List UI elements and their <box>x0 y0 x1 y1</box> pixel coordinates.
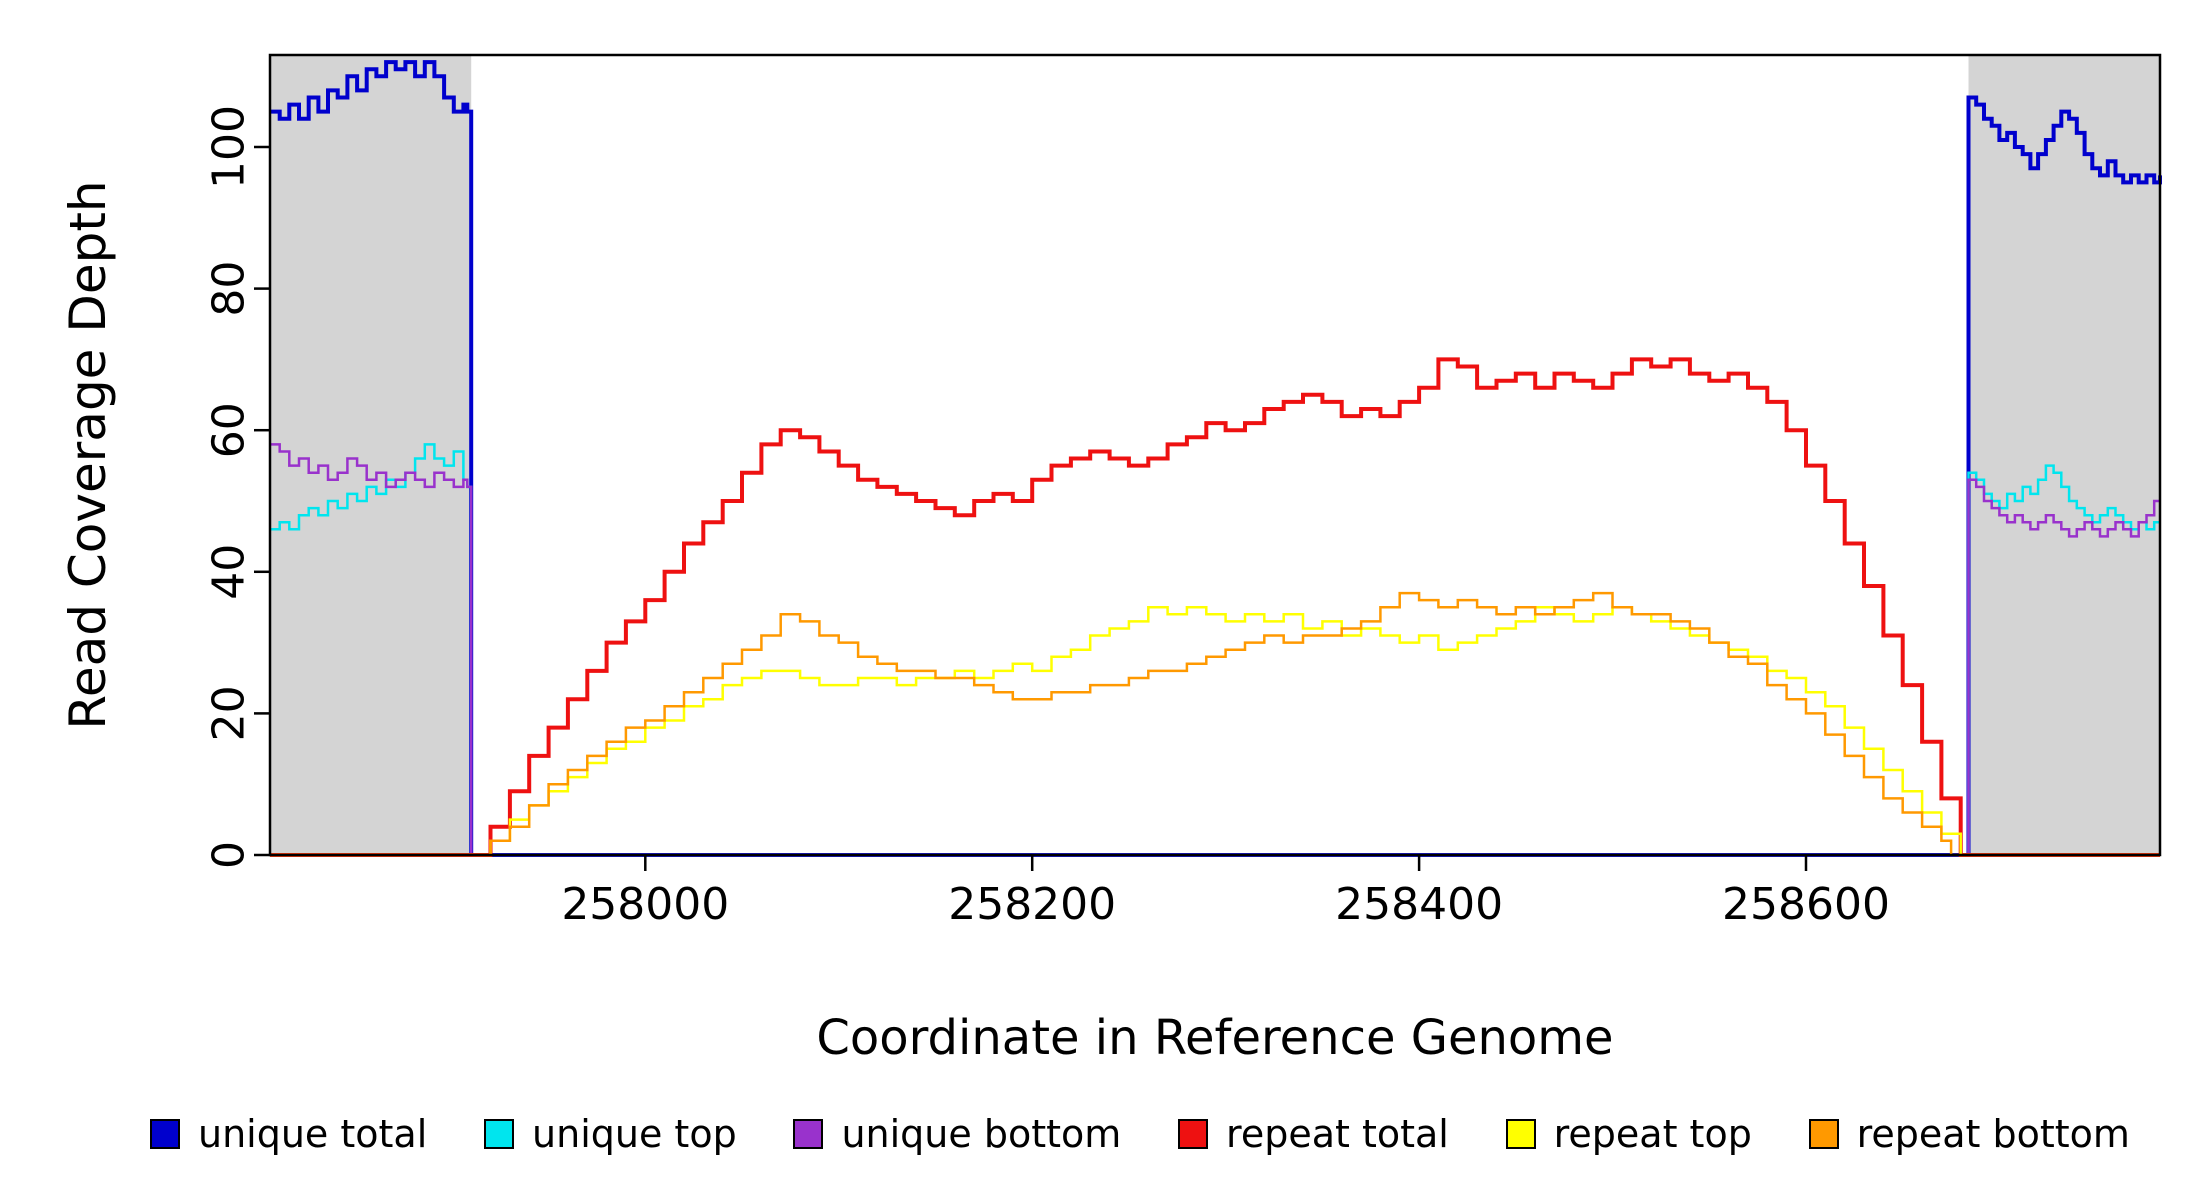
x-tick-label: 258200 <box>948 879 1116 930</box>
legend-swatch-unique-top <box>484 1119 515 1149</box>
y-tick-label: 0 <box>203 841 254 869</box>
shaded-region <box>1968 55 2160 855</box>
y-tick-label: 80 <box>203 261 254 317</box>
legend: unique total unique top unique bottom repea… <box>150 1112 2130 1156</box>
x-axis-label: Coordinate in Reference Genome <box>816 1010 1614 1066</box>
y-tick-label: 100 <box>203 105 254 189</box>
legend-swatch-unique-bottom <box>793 1119 824 1149</box>
legend-label: unique top <box>532 1112 737 1156</box>
legend-item-repeat-top: repeat top <box>1505 1112 1752 1156</box>
y-tick-label: 60 <box>203 402 254 458</box>
legend-item-unique-bottom: unique bottom <box>793 1112 1121 1156</box>
legend-item-repeat-bottom: repeat bottom <box>1808 1112 2130 1156</box>
legend-item-unique-top: unique top <box>484 1112 737 1156</box>
legend-item-unique-total: unique total <box>150 1112 427 1156</box>
x-tick-label: 258000 <box>561 879 729 930</box>
x-tick-label: 258400 <box>1335 879 1503 930</box>
legend-label: repeat total <box>1226 1112 1449 1156</box>
legend-label: repeat bottom <box>1856 1112 2130 1156</box>
series-unique-bottom <box>270 443 2160 857</box>
y-tick-label: 20 <box>203 685 254 741</box>
legend-label: unique bottom <box>841 1112 1122 1156</box>
series-repeat-total <box>270 357 2160 857</box>
series-unique-total <box>270 60 2162 857</box>
legend-item-repeat-total: repeat total <box>1178 1112 1449 1156</box>
coverage-plot: 258000 258200 258400 258600 0 20 40 60 80 100 <box>203 53 2162 930</box>
legend-label: repeat top <box>1553 1112 1752 1156</box>
series-unique-top <box>270 443 2160 857</box>
plot-border <box>268 53 2162 857</box>
legend-swatch-unique-total <box>150 1119 180 1149</box>
legend-label: unique total <box>198 1112 428 1156</box>
shaded-region <box>270 55 472 855</box>
legend-swatch-repeat-total <box>1178 1119 1209 1149</box>
series-repeat-top <box>270 605 2160 857</box>
legend-swatch-repeat-bottom <box>1808 1119 1839 1149</box>
series-repeat-bottom <box>270 591 2160 857</box>
x-tick-label: 258600 <box>1722 879 1890 930</box>
y-tick-label: 40 <box>203 544 254 600</box>
y-axis-label: Read Coverage Depth <box>59 180 117 730</box>
legend-swatch-repeat-top <box>1505 1119 1536 1149</box>
